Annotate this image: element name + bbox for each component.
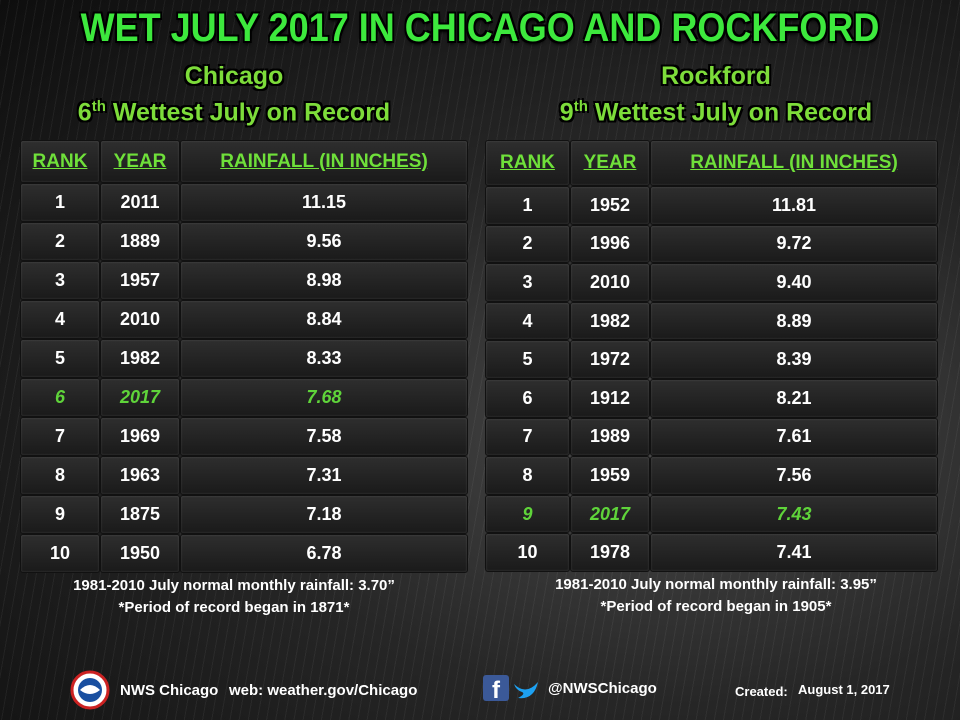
column-header: RANK (20, 140, 100, 183)
table-cell: 1963 (100, 456, 180, 495)
table-cell: 3 (485, 263, 570, 302)
column-header: YEAR (570, 140, 650, 186)
table-cell: 1952 (570, 186, 650, 225)
table-cell: 1972 (570, 340, 650, 379)
city-name: Rockford (661, 62, 771, 90)
website: web: weather.gov/Chicago (229, 682, 418, 699)
city-name: Chicago (184, 62, 284, 90)
table-cell: 6 (20, 378, 100, 417)
table-cell: 1 (20, 183, 100, 222)
table-cell: 7.18 (180, 495, 468, 534)
table-cell: 4 (20, 300, 100, 339)
table-cell: 1875 (100, 495, 180, 534)
nws-logo (70, 670, 110, 710)
column-header: RAINFALL (IN INCHES) (180, 140, 468, 183)
footnote: 1981-2010 July normal monthly rainfall: … (73, 577, 395, 594)
table-cell: 1 (485, 186, 570, 225)
table-cell: 7.58 (180, 417, 468, 456)
table-cell: 10 (20, 534, 100, 573)
table-cell: 7 (20, 417, 100, 456)
table-cell: 8.21 (650, 379, 938, 418)
rank-number: 6 (77, 98, 92, 127)
table-cell: 11.81 (650, 186, 938, 225)
table-cell: 7.61 (650, 417, 938, 457)
table-cell: 1889 (100, 222, 180, 261)
table-cell: 1982 (570, 301, 650, 341)
table-cell: 7.68 (180, 378, 468, 417)
column-header: YEAR (100, 140, 180, 183)
table-cell: 11.15 (180, 183, 468, 222)
table-cell: 1989 (570, 417, 650, 457)
subtitle-text: Wettest July on Record (112, 98, 391, 127)
table-cell: 6.78 (180, 534, 468, 573)
table-cell: 8.33 (180, 339, 468, 378)
svg-text:f: f (492, 677, 501, 704)
table-cell: 7.43 (650, 494, 938, 534)
table-cell: 2017 (570, 494, 650, 534)
table-cell: 7 (485, 417, 570, 457)
table-cell: 1982 (100, 339, 180, 378)
table-cell: 1978 (570, 533, 650, 572)
rank-number: 9 (559, 98, 574, 127)
created-label: Created: (735, 684, 788, 699)
table-cell: 9 (485, 494, 570, 534)
table-cell: 2017 (100, 378, 180, 417)
table-cell: 8 (485, 456, 570, 495)
table-cell: 9 (20, 495, 100, 534)
social-icons: f (483, 675, 538, 704)
rank-suffix: th (573, 98, 588, 115)
table-cell: 1969 (100, 417, 180, 456)
table-cell: 9.72 (650, 224, 938, 264)
table-cell: 6 (485, 379, 570, 418)
office-name: NWS Chicago (120, 682, 219, 699)
table-cell: 1912 (570, 379, 650, 418)
table-cell: 7.41 (650, 533, 938, 572)
subtitle-text: Wettest July on Record (594, 98, 873, 127)
table-cell: 5 (20, 339, 100, 378)
table-cell: 8 (20, 456, 100, 495)
table-cell: 8.84 (180, 300, 468, 339)
table-cell: 7.56 (650, 456, 938, 495)
footnote: 1981-2010 July normal monthly rainfall: … (555, 576, 877, 593)
table-cell: 1996 (570, 224, 650, 264)
created-date: August 1, 2017 (798, 682, 890, 697)
table-cell: 2011 (100, 183, 180, 222)
footnote: *Period of record began in 1871* (118, 599, 350, 616)
title: WET JULY 2017 IN CHICAGO AND ROCKFORD (80, 6, 880, 50)
table-cell: 7.31 (180, 456, 468, 495)
table-cell: 10 (485, 533, 570, 572)
subtitle: 9th Wettest July on Record (476, 98, 956, 127)
table-cell: 2 (485, 224, 570, 264)
table-cell: 9.40 (650, 263, 938, 302)
table-cell: 8.39 (650, 340, 938, 379)
table-cell: 1959 (570, 456, 650, 495)
table-cell: 8.98 (180, 261, 468, 300)
column-header: RAINFALL (IN INCHES) (650, 140, 938, 186)
table-cell: 2 (20, 222, 100, 261)
rank-suffix: th (91, 98, 106, 115)
table-cell: 9.56 (180, 222, 468, 261)
table-cell: 5 (485, 340, 570, 379)
subtitle: 6th Wettest July on Record (0, 98, 474, 127)
table-cell: 3 (20, 261, 100, 300)
table-cell: 4 (485, 301, 570, 341)
column-header: RANK (485, 140, 570, 186)
table-cell: 2010 (100, 300, 180, 339)
footnote: *Period of record began in 1905* (600, 598, 832, 615)
table-cell: 1957 (100, 261, 180, 300)
table-cell: 2010 (570, 263, 650, 302)
table-cell: 8.89 (650, 301, 938, 341)
social-handle: @NWSChicago (548, 680, 657, 697)
table-cell: 1950 (100, 534, 180, 573)
